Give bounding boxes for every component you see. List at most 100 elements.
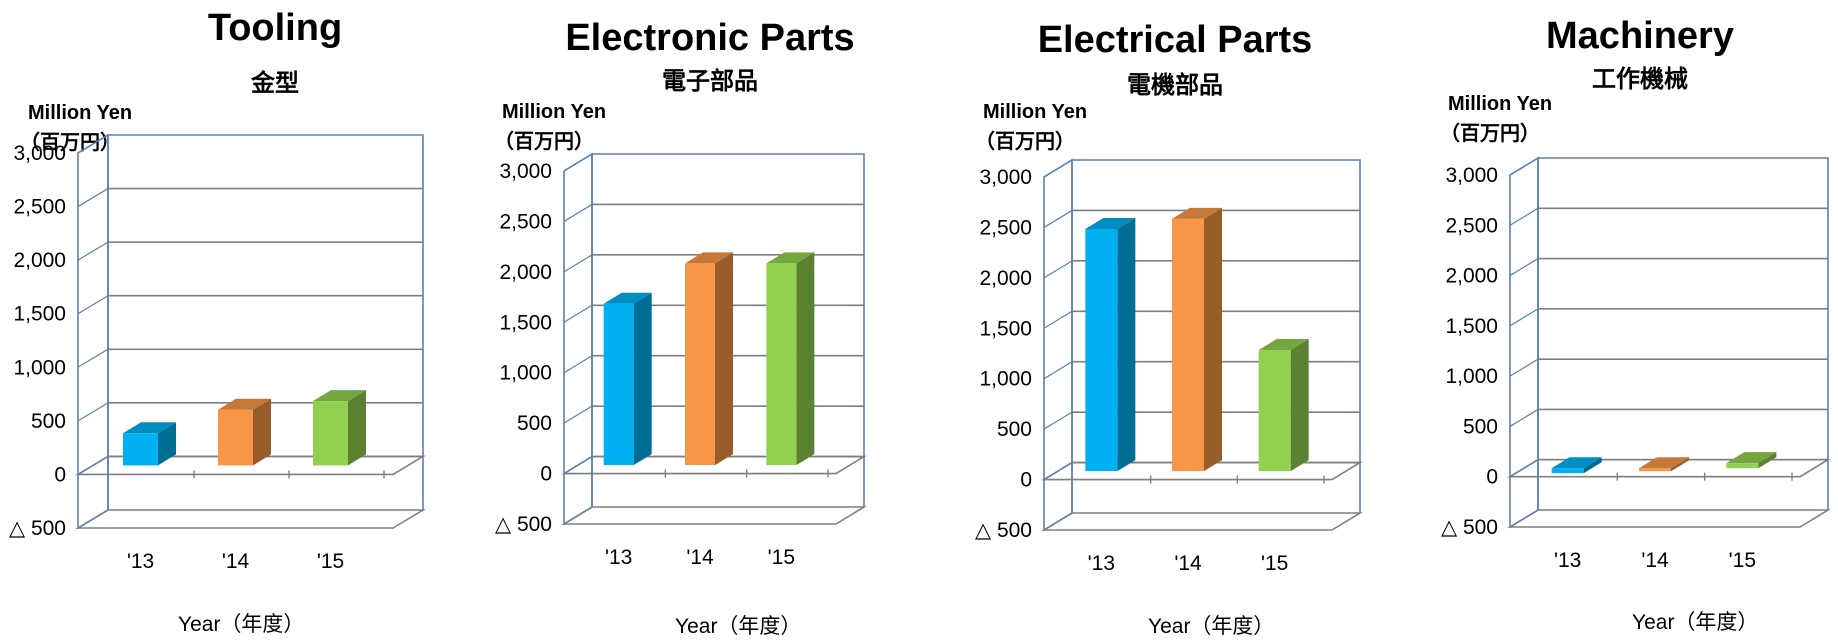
y-tick-label: 500 (31, 410, 66, 433)
chart-plot: 3,000 2,500 2,000 1,500 1,000 500 0 △ 500 '13 '14… (9, 133, 426, 573)
y-axis-unit-jp: （百万円） (975, 131, 1075, 153)
side-gridline (1509, 358, 1539, 377)
bar (1726, 452, 1777, 469)
side-gridline (563, 153, 593, 172)
bar-side (1204, 207, 1222, 472)
chart-plot: 3,000 2,500 2,000 1,500 1,000 500 0 △ 500 '13 '14… (975, 158, 1363, 575)
y-tick-label: 0 (1486, 466, 1498, 489)
y-tick-label: △ 500 (9, 517, 66, 540)
x-tick-label: '13 (605, 546, 632, 569)
x-tick-label: '14 (686, 546, 714, 569)
floor (1507, 509, 1831, 528)
y-tick-label: 3,000 (1445, 164, 1498, 187)
y-tick-label: 2,500 (13, 196, 66, 219)
side-gridline (1509, 207, 1539, 226)
bar-side (1117, 218, 1136, 472)
bar (603, 292, 652, 466)
side-gridline (1043, 260, 1073, 279)
bar-front (1551, 468, 1584, 474)
bar-side (1290, 339, 1309, 472)
side-wall (77, 133, 109, 530)
bar-front (766, 263, 797, 466)
side-gridline (1509, 408, 1539, 427)
chart-title: Tooling (207, 7, 343, 49)
y-tick-label: 2,500 (979, 216, 1032, 239)
y-tick-label: 1,500 (1445, 315, 1498, 338)
y-tick-label: 1,500 (979, 317, 1032, 340)
y-tick-label: 0 (54, 463, 66, 486)
y-axis-unit: Million Yen (28, 102, 133, 124)
bar-front (1726, 463, 1759, 469)
y-tick-label: 0 (1020, 469, 1032, 492)
x-tick-label: '14 (222, 550, 250, 573)
floor (75, 509, 426, 529)
bar-side (715, 252, 733, 466)
y-tick-label: 500 (517, 412, 552, 435)
side-gridline (1509, 509, 1539, 528)
bar-top (218, 398, 271, 410)
bar (685, 252, 733, 466)
y-tick-label: 2,000 (979, 267, 1032, 290)
side-gridline (77, 188, 109, 208)
side-gridline (77, 295, 109, 315)
x-tick-label: '13 (1088, 552, 1115, 575)
side-gridline (563, 456, 593, 475)
y-tick-label: 1,000 (499, 362, 552, 385)
y-tick-label: 0 (540, 463, 552, 486)
bar-top (1172, 207, 1222, 219)
side-gridline (563, 304, 593, 323)
bar (218, 398, 271, 466)
bar (313, 390, 366, 466)
y-tick-label: 2,000 (1445, 265, 1498, 288)
side-gridline (1043, 209, 1073, 228)
chart-panel-machinery: Machinery 工作機械 Million Yen （百万円） 3,000 2,… (1380, 0, 1838, 638)
y-axis-unit-jp: （百万円） (494, 131, 594, 153)
chart-panel-tooling: Tooling 金型 Million Yen （百万円） 3,000 2,500 2… (0, 0, 480, 638)
x-tick-label: '13 (127, 550, 154, 573)
bar-front (313, 401, 348, 466)
y-tick-label: 3,000 (499, 160, 552, 183)
bar-side (633, 292, 652, 466)
x-axis-label: Year（年度） (1148, 615, 1275, 638)
x-tick-label: '15 (1261, 552, 1288, 575)
bar (1085, 218, 1136, 472)
x-tick-label: '15 (1729, 549, 1756, 572)
side-gridline (1509, 258, 1539, 277)
side-gridline (77, 241, 109, 261)
side-gridline (563, 254, 593, 273)
bar-top (1726, 452, 1777, 464)
bar-top (1551, 457, 1602, 469)
side-wall (563, 152, 593, 526)
y-tick-label: 2,000 (499, 261, 552, 284)
y-tick-label: 500 (997, 418, 1032, 441)
y-tick-label: 1,000 (1445, 365, 1498, 388)
side-gridline (1043, 411, 1073, 430)
x-tick-label: '14 (1641, 549, 1669, 572)
y-tick-label: △ 500 (1441, 516, 1498, 539)
bar-front (218, 409, 253, 466)
bar (1551, 457, 1602, 474)
bar-side (1583, 457, 1602, 474)
side-wall (1509, 156, 1539, 529)
y-tick-label: 1,500 (13, 303, 66, 326)
side-gridline (1509, 459, 1539, 478)
bar-front (685, 263, 715, 466)
side-gridline (563, 405, 593, 424)
x-axis-label: Year（年度） (178, 613, 305, 636)
bar-front (1258, 350, 1291, 472)
side-gridline (1509, 308, 1539, 327)
bar-side (158, 422, 176, 466)
bar (1639, 457, 1689, 472)
side-gridline (77, 134, 109, 154)
side-gridline (1509, 157, 1539, 176)
y-axis-unit-jp: （百万円） (1440, 123, 1540, 145)
side-gridline (1043, 159, 1073, 178)
y-tick-label: 3,000 (979, 166, 1032, 189)
bar-side (253, 398, 271, 466)
bar (123, 422, 176, 466)
y-tick-label: 2,000 (13, 249, 66, 272)
chart-subtitle: 電子部品 (662, 68, 758, 95)
y-tick-label: 2,500 (1445, 214, 1498, 237)
x-tick-label: '14 (1174, 552, 1202, 575)
chart-title: Electrical Parts (1037, 19, 1313, 61)
